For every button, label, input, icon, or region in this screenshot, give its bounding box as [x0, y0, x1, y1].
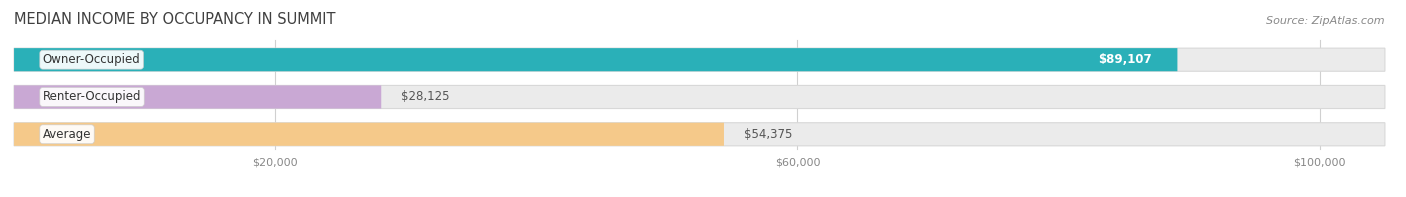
FancyBboxPatch shape [14, 123, 724, 146]
Text: $89,107: $89,107 [1098, 53, 1152, 66]
Text: Average: Average [42, 128, 91, 141]
FancyBboxPatch shape [14, 85, 1385, 109]
Text: $28,125: $28,125 [401, 90, 450, 103]
FancyBboxPatch shape [14, 48, 1177, 71]
Text: MEDIAN INCOME BY OCCUPANCY IN SUMMIT: MEDIAN INCOME BY OCCUPANCY IN SUMMIT [14, 12, 336, 27]
FancyBboxPatch shape [14, 123, 1385, 146]
Text: $54,375: $54,375 [744, 128, 792, 141]
FancyBboxPatch shape [14, 85, 381, 109]
Text: Renter-Occupied: Renter-Occupied [42, 90, 141, 103]
FancyBboxPatch shape [14, 48, 1385, 71]
Text: Source: ZipAtlas.com: Source: ZipAtlas.com [1267, 16, 1385, 26]
Text: Owner-Occupied: Owner-Occupied [42, 53, 141, 66]
